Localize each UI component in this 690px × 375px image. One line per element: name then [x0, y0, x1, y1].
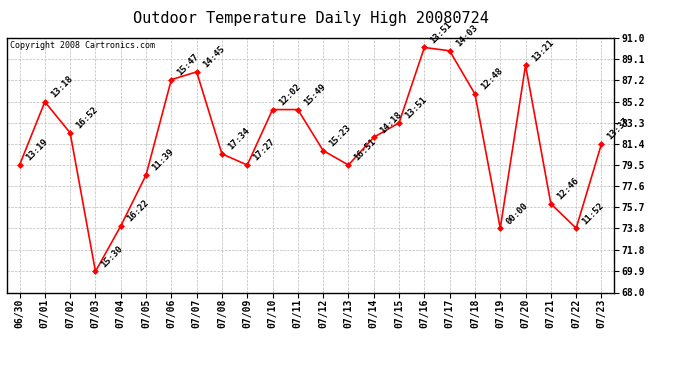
Text: 13:18: 13:18 — [49, 74, 75, 100]
Text: 13:19: 13:19 — [23, 138, 49, 163]
Text: 00:00: 00:00 — [504, 201, 530, 226]
Text: 16:22: 16:22 — [125, 198, 150, 224]
Text: 15:30: 15:30 — [99, 244, 125, 269]
Text: 13:51: 13:51 — [428, 20, 454, 45]
Text: 13:37: 13:37 — [606, 116, 631, 142]
Text: 14:03: 14:03 — [454, 23, 479, 49]
Text: 15:49: 15:49 — [302, 82, 327, 107]
Text: 16:51: 16:51 — [353, 138, 378, 163]
Text: 15:47: 15:47 — [175, 52, 201, 78]
Text: 11:52: 11:52 — [580, 201, 606, 226]
Text: 12:02: 12:02 — [277, 82, 302, 107]
Text: 11:39: 11:39 — [150, 147, 175, 173]
Text: 13:51: 13:51 — [403, 95, 428, 121]
Text: 14:45: 14:45 — [201, 44, 226, 70]
Text: 13:21: 13:21 — [530, 38, 555, 63]
Text: Copyright 2008 Cartronics.com: Copyright 2008 Cartronics.com — [10, 41, 155, 50]
Text: 17:27: 17:27 — [251, 138, 277, 163]
Text: 12:46: 12:46 — [555, 176, 580, 202]
Text: 12:48: 12:48 — [479, 66, 504, 92]
Text: 16:52: 16:52 — [75, 105, 99, 130]
Text: 17:34: 17:34 — [226, 126, 251, 152]
Text: 15:23: 15:23 — [327, 123, 353, 148]
Text: Outdoor Temperature Daily High 20080724: Outdoor Temperature Daily High 20080724 — [132, 11, 489, 26]
Text: 14:18: 14:18 — [378, 110, 403, 135]
